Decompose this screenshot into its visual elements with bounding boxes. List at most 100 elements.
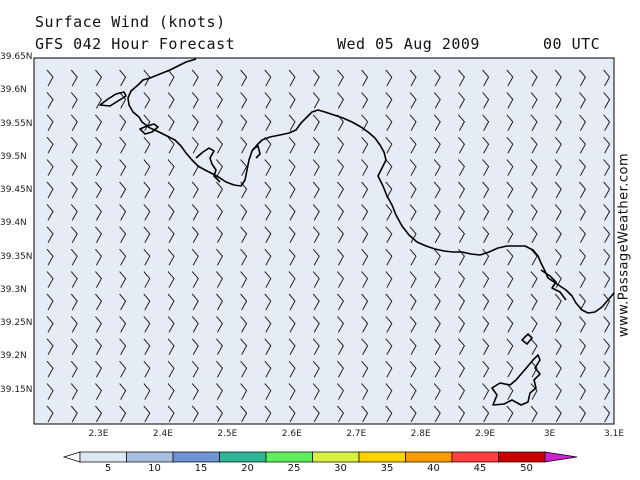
- wind-barb: [530, 136, 538, 154]
- wind-barb: [167, 316, 175, 333]
- wind-barb: [95, 383, 103, 400]
- wind-barb: [240, 338, 248, 356]
- wind-barb: [70, 383, 78, 400]
- legend-label: 30: [334, 463, 347, 474]
- wind-barb: [46, 271, 54, 288]
- wind-barb: [70, 338, 78, 356]
- wind-barb: [312, 159, 320, 176]
- wind-barb: [46, 69, 54, 87]
- wind-barb: [143, 316, 151, 333]
- wind-barb: [312, 360, 320, 378]
- legend-label: 35: [380, 463, 394, 474]
- x-tick-label: 2.7E: [346, 429, 367, 439]
- wind-barb: [554, 360, 562, 378]
- wind-barb: [264, 271, 272, 288]
- wind-barb: [95, 159, 103, 176]
- wind-barb: [603, 248, 611, 266]
- wind-barb: [95, 248, 103, 266]
- wind-barb: [167, 69, 175, 87]
- wind-barb: [579, 405, 587, 423]
- legend-swatch: [79, 451, 127, 463]
- wind-barb: [409, 92, 417, 109]
- wind-barb: [579, 248, 587, 266]
- wind-barb: [409, 114, 417, 132]
- wind-barb: [264, 338, 272, 356]
- wind-barb: [70, 136, 78, 154]
- wind-barb: [143, 226, 151, 244]
- wind-barb: [46, 360, 54, 378]
- wind-barb: [337, 316, 345, 333]
- legend-swatch: [312, 451, 360, 463]
- wind-barb: [264, 159, 272, 176]
- wind-barb: [433, 338, 441, 356]
- wind-barb: [554, 316, 562, 333]
- wind-barb: [361, 248, 369, 266]
- y-tick-label: 39.6N: [0, 85, 27, 96]
- wind-barb: [46, 316, 54, 333]
- wind-barb: [216, 360, 224, 378]
- north-coast-detail: [139, 123, 159, 135]
- wind-barb: [264, 248, 272, 266]
- wind-barb: [264, 316, 272, 333]
- legend-arrow-low: [62, 451, 81, 463]
- wind-barb: [143, 248, 151, 266]
- wind-barb: [46, 338, 54, 356]
- wind-barb: [191, 338, 199, 356]
- wind-barb: [288, 293, 296, 311]
- wind-barb: [119, 159, 127, 176]
- wind-barb: [554, 204, 562, 221]
- legend-swatch: [219, 451, 267, 463]
- wind-barb: [191, 248, 199, 266]
- wind-barb: [482, 92, 490, 109]
- wind-barb: [433, 405, 441, 423]
- x-tick-label: 2.4E: [152, 429, 173, 439]
- wind-barb: [579, 383, 587, 400]
- legend-swatch: [358, 451, 406, 463]
- wind-barb: [167, 383, 175, 400]
- wind-barb: [554, 248, 562, 266]
- wind-barb: [530, 338, 538, 356]
- wind-barb: [458, 136, 466, 154]
- wind-barb: [191, 92, 199, 109]
- wind-barb: [554, 181, 562, 199]
- wind-barb: [409, 316, 417, 333]
- wind-barb: [46, 248, 54, 266]
- wind-barb: [312, 316, 320, 333]
- wind-barb: [264, 114, 272, 132]
- wind-barb: [70, 316, 78, 333]
- wind-barb: [240, 204, 248, 221]
- wind-barb: [167, 114, 175, 132]
- wind-barb: [167, 92, 175, 109]
- wind-barb: [409, 405, 417, 423]
- wind-barb: [240, 405, 248, 423]
- wind-barb: [216, 136, 224, 154]
- wind-barb: [191, 69, 199, 87]
- legend-label: 10: [148, 463, 161, 474]
- wind-barb: [458, 159, 466, 176]
- wind-barb: [385, 383, 393, 400]
- wind-barb: [603, 316, 611, 333]
- wind-barb: [385, 204, 393, 221]
- wind-barb: [167, 338, 175, 356]
- wind-barb: [530, 360, 538, 378]
- legend-label: 15: [194, 463, 208, 474]
- wind-barb: [240, 136, 248, 154]
- wind-barb: [119, 405, 127, 423]
- wind-barb: [167, 405, 175, 423]
- wind-barb: [167, 159, 175, 176]
- wind-barb: [361, 338, 369, 356]
- wind-barb: [240, 360, 248, 378]
- wind-barb: [312, 114, 320, 132]
- wind-barb: [482, 271, 490, 288]
- wind-barb: [433, 248, 441, 266]
- wind-barb: [288, 360, 296, 378]
- wind-barb: [143, 114, 151, 132]
- wind-barb: [433, 204, 441, 221]
- wind-barb: [385, 136, 393, 154]
- wind-barb: [46, 293, 54, 311]
- wind-barb: [506, 383, 514, 400]
- wind-barb: [143, 338, 151, 356]
- wind-barb: [506, 181, 514, 199]
- wind-barb: [458, 114, 466, 132]
